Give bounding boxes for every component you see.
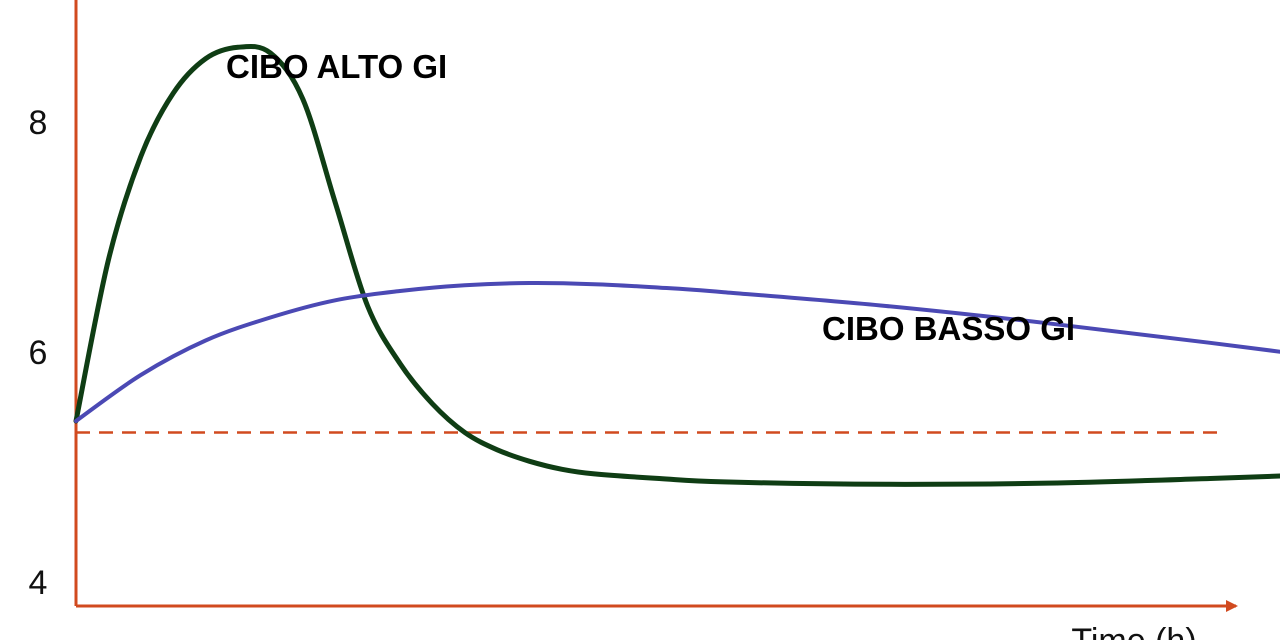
x-axis-title: Time (h) xyxy=(1071,622,1196,640)
y-tick-label: 6 xyxy=(29,334,48,372)
low-gi-label: CIBO BASSO GI xyxy=(822,310,1075,347)
y-tick-label: 8 xyxy=(29,104,48,142)
x-tick-label: 0.5 xyxy=(392,634,439,640)
x-tick-label: 0 xyxy=(83,634,102,640)
high-gi-label: CIBO ALTO GI xyxy=(226,48,447,85)
x-tick-label: 1 xyxy=(731,634,750,640)
high-gi-series-line xyxy=(76,46,1280,484)
series-layer xyxy=(76,46,1280,484)
axes xyxy=(76,0,1236,606)
tick-labels: 46800.511.522.5Time (h) xyxy=(29,104,1280,640)
low-gi-series-line xyxy=(76,283,1280,423)
y-tick-label: 4 xyxy=(29,564,48,602)
series-labels: CIBO ALTO GI CIBO BASSO GI xyxy=(226,48,1075,347)
